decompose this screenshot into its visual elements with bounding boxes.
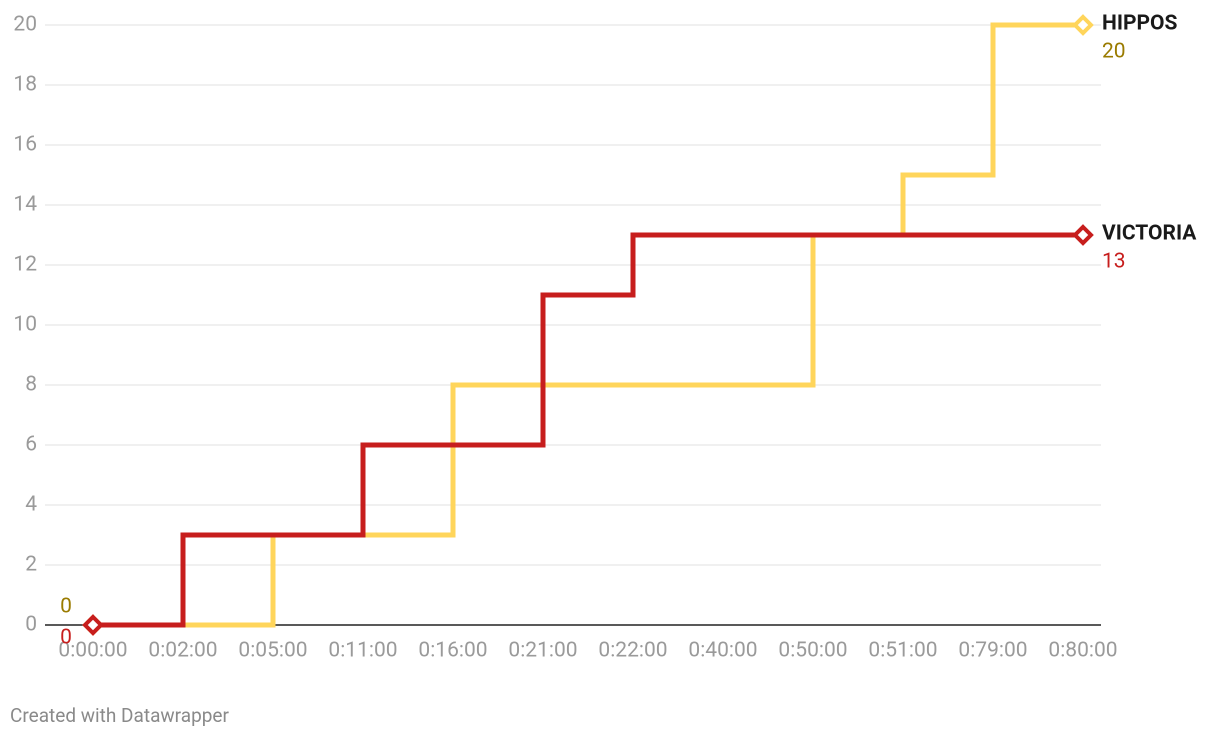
y-tick-label: 16	[13, 133, 37, 157]
start-value-label: 0	[60, 626, 72, 650]
footer: Created with Datawrapper	[10, 704, 229, 727]
y-tick-label: 4	[25, 493, 37, 517]
y-tick-label: 12	[13, 253, 37, 277]
start-value-label: 0	[60, 595, 72, 619]
x-tick-label: 0:02:00	[148, 639, 217, 663]
series-name: HIPPOS	[1102, 12, 1178, 36]
y-tick-label: 0	[25, 613, 37, 637]
y-tick-label: 14	[13, 193, 37, 217]
y-tick-label: 10	[13, 313, 37, 337]
x-tick-label: 0:11:00	[328, 639, 397, 663]
x-tick-label: 0:16:00	[418, 639, 487, 663]
x-tick-label: 0:80:00	[1048, 639, 1117, 663]
x-tick-label: 0:21:00	[508, 639, 577, 663]
x-tick-label: 0:40:00	[688, 639, 757, 663]
y-tick-label: 18	[13, 73, 37, 97]
x-tick-label: 0:00:00	[58, 639, 127, 663]
end-marker	[82, 614, 104, 636]
end-value-label: 13	[1102, 250, 1126, 274]
series-line	[93, 22, 1083, 628]
y-tick-label: 20	[13, 13, 37, 37]
end-marker	[1072, 14, 1094, 36]
series-line	[93, 232, 1083, 628]
y-tick-label: 8	[25, 373, 37, 397]
x-tick-label: 0:50:00	[778, 639, 847, 663]
x-tick-label: 0:22:00	[598, 639, 667, 663]
y-tick-label: 2	[25, 553, 37, 577]
x-tick-label: 0:05:00	[238, 639, 307, 663]
end-marker	[1072, 224, 1094, 246]
x-tick-label: 0:79:00	[958, 639, 1027, 663]
y-tick-label: 6	[25, 433, 37, 457]
end-value-label: 20	[1102, 40, 1126, 64]
series-name: VICTORIA	[1102, 222, 1197, 246]
x-tick-label: 0:51:00	[868, 639, 937, 663]
